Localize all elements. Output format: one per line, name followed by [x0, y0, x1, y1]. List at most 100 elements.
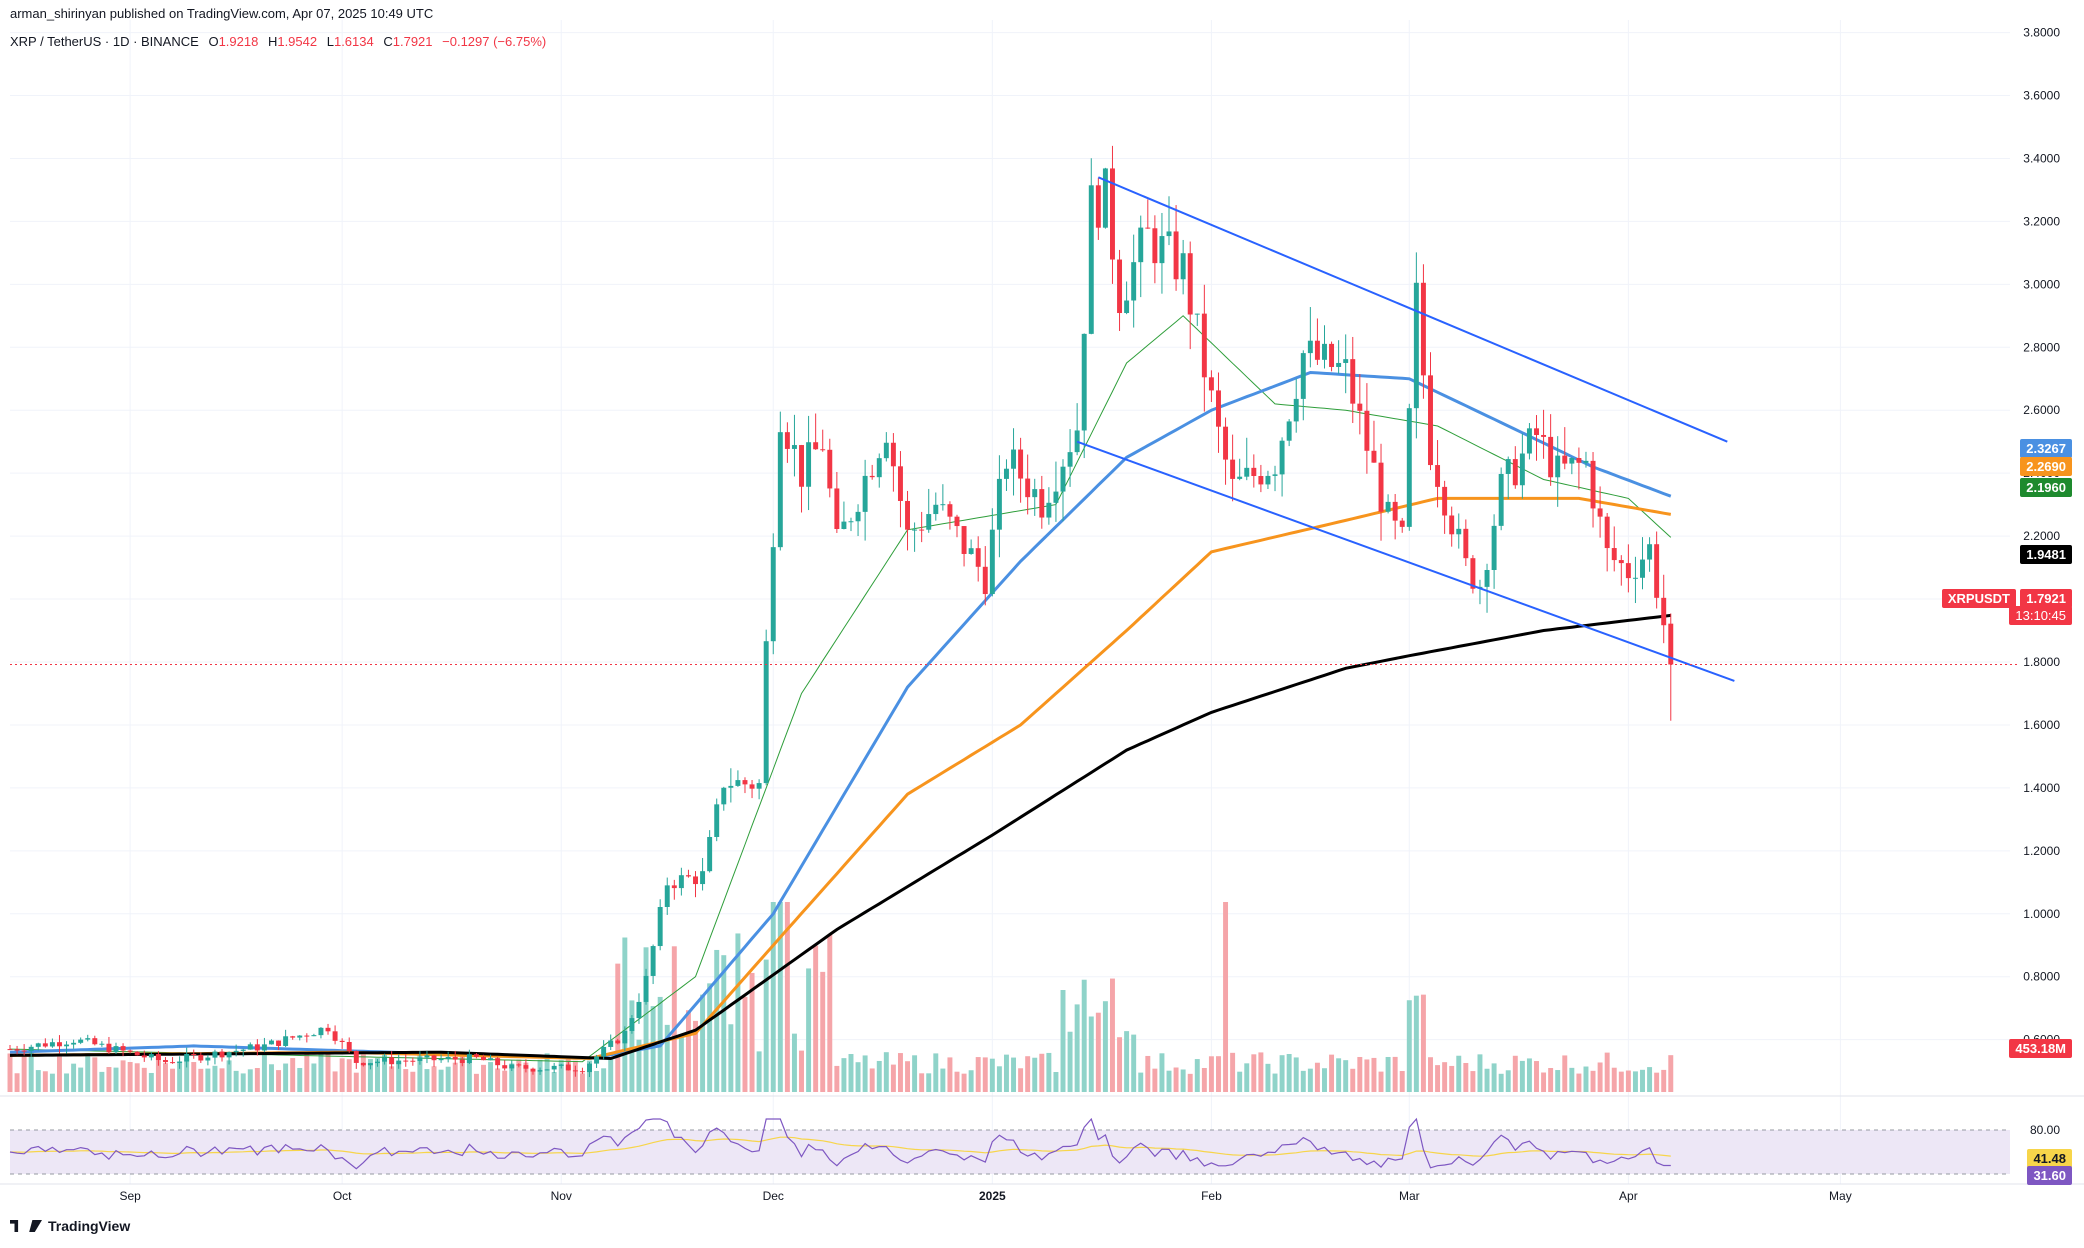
volume-bar	[615, 963, 621, 1092]
candle-body	[1003, 468, 1009, 479]
candle-body	[495, 1058, 501, 1066]
candle-body	[1435, 465, 1441, 487]
volume-bar	[1392, 1056, 1398, 1092]
volume-bar	[431, 1066, 437, 1092]
volume-bar	[763, 959, 769, 1092]
candle-body	[1265, 475, 1271, 485]
volume-bar	[1618, 1071, 1624, 1092]
volume-bar	[21, 1055, 27, 1092]
tradingview-logo[interactable]: TradingView	[10, 1218, 130, 1234]
candle-body	[1272, 474, 1278, 476]
volume-bar	[1661, 1069, 1667, 1092]
volume-bar	[693, 1020, 698, 1092]
candle-body	[1244, 467, 1250, 477]
publisher-line: arman_shirinyan published on TradingView…	[10, 6, 434, 21]
volume-bar	[721, 955, 727, 1092]
candle-body	[254, 1044, 260, 1051]
candle-body	[134, 1051, 140, 1056]
candle-body	[78, 1039, 84, 1043]
candle-body	[1173, 231, 1179, 280]
volume-bar	[1237, 1071, 1243, 1092]
candle-body	[261, 1044, 267, 1051]
volume-bar	[1640, 1069, 1645, 1092]
candle-body	[1576, 458, 1582, 463]
volume-bar	[1152, 1068, 1158, 1092]
volume-bar	[551, 1072, 557, 1092]
candle-body	[509, 1064, 515, 1069]
volume-bar	[1371, 1057, 1377, 1092]
candle-body	[1208, 377, 1214, 391]
volume-bar	[926, 1073, 932, 1092]
volume-bar	[1350, 1068, 1356, 1092]
x-tick-label: Dec	[763, 1189, 784, 1203]
candle-body	[113, 1046, 119, 1053]
volume-bar	[438, 1069, 444, 1092]
y-tick-label: 1.0000	[2023, 907, 2060, 921]
volume-bar	[862, 1055, 868, 1092]
candle-body	[1039, 489, 1045, 518]
moving-average-line	[9, 496, 1672, 1061]
volume-bar	[1138, 1072, 1144, 1092]
candle-body	[466, 1054, 472, 1064]
candle-body	[56, 1042, 62, 1047]
candle-body	[452, 1056, 458, 1060]
candle-body	[1583, 460, 1589, 463]
volume-bar	[516, 1059, 522, 1092]
y-tick-label: 1.8000	[2023, 655, 2060, 669]
volume-bar	[445, 1066, 451, 1092]
volume-bar	[1399, 1071, 1405, 1092]
volume-bar	[841, 1058, 847, 1092]
trendlines[interactable]	[10, 176, 2020, 682]
volume-bar	[163, 1063, 168, 1092]
candle-body	[212, 1051, 218, 1058]
candle-body	[728, 785, 734, 788]
candle-body	[247, 1044, 253, 1050]
volume-bar	[890, 1064, 896, 1092]
volume-bar	[297, 1067, 303, 1092]
volume-bar	[466, 1052, 472, 1092]
candle-body	[1032, 489, 1038, 498]
moving-average-line	[9, 370, 1672, 1061]
candle-body	[799, 445, 804, 487]
candle-body	[551, 1065, 557, 1070]
volume-bar	[1166, 1070, 1172, 1092]
volume-bar	[240, 1073, 246, 1092]
candle-body	[1647, 544, 1653, 560]
volume-bar	[982, 1057, 988, 1092]
volume-bar	[813, 945, 819, 1092]
candle-body	[1159, 236, 1165, 264]
volume-bar	[1357, 1056, 1363, 1092]
volume-bar	[1293, 1057, 1299, 1092]
candle-body	[311, 1035, 317, 1037]
volume-bar	[1124, 1031, 1130, 1092]
volume-bar	[933, 1053, 939, 1092]
candle-body	[558, 1064, 564, 1066]
candle-body	[170, 1062, 176, 1064]
candle-body	[1491, 525, 1497, 570]
candle-body	[714, 804, 720, 837]
volume-bar	[770, 902, 776, 1092]
volume-bar	[1336, 1058, 1342, 1092]
volume-bar	[1003, 1054, 1009, 1092]
volume-bar	[261, 1052, 267, 1092]
volume-bar	[276, 1070, 282, 1092]
volume-bars	[7, 902, 1674, 1092]
volume-bar	[198, 1068, 204, 1092]
candle-body	[791, 445, 797, 449]
candle-body	[205, 1057, 211, 1061]
volume-bar	[1180, 1069, 1186, 1092]
volume-bar	[1074, 1004, 1080, 1092]
candle-body	[742, 780, 748, 785]
rsi-band	[10, 1130, 2010, 1174]
symbol-legend[interactable]: XRP / TetherUS · 1D · BINANCE O1.9218 H1…	[10, 34, 546, 49]
low-label: L	[326, 34, 334, 49]
volume-bar	[1498, 1073, 1504, 1092]
candle-body	[784, 432, 790, 449]
candle-body	[1484, 569, 1490, 587]
candle-body	[382, 1057, 388, 1062]
candle-body	[1541, 434, 1547, 437]
candle-body	[1286, 421, 1292, 441]
candle-body	[1569, 458, 1575, 464]
